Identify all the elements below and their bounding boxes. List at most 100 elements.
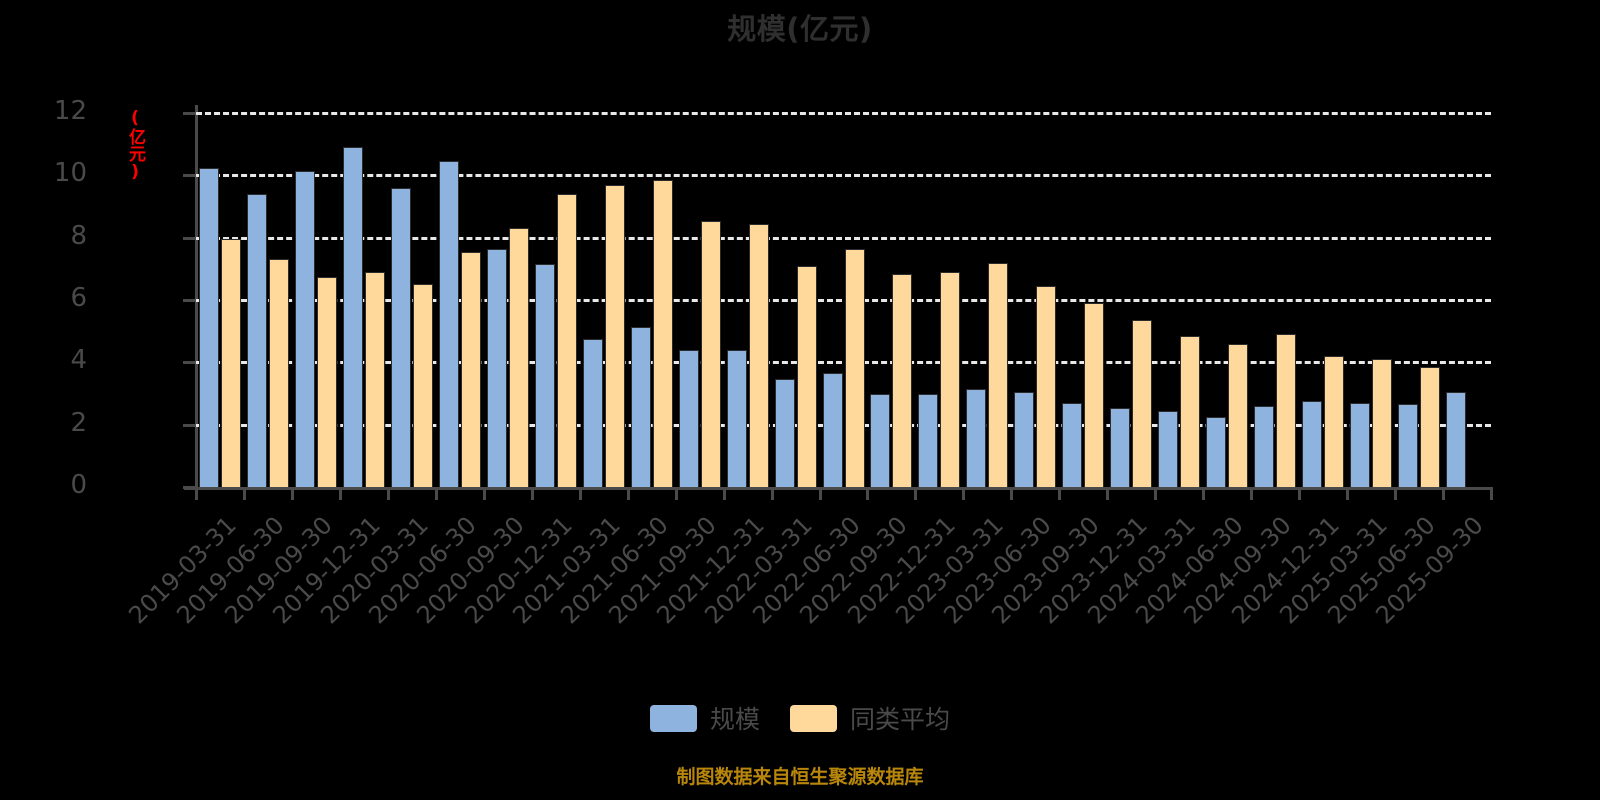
bar-group[interactable]	[1110, 113, 1153, 487]
gridline	[196, 174, 1491, 178]
page-title: 规模(亿元)	[727, 12, 873, 46]
footer-note: 制图数据来自恒生聚源数据库	[676, 766, 924, 788]
bar[interactable]	[940, 271, 961, 487]
bar[interactable]	[390, 187, 411, 487]
x-axis-tick-mark	[482, 487, 486, 500]
bar[interactable]	[294, 170, 315, 487]
bar[interactable]	[822, 373, 843, 487]
bar[interactable]	[1180, 335, 1201, 487]
bar-group[interactable]	[870, 113, 913, 487]
bar-group[interactable]	[1398, 113, 1441, 487]
bar-group[interactable]	[1062, 113, 1105, 487]
bar[interactable]	[486, 248, 507, 487]
bar[interactable]	[1110, 407, 1131, 487]
bar[interactable]	[748, 223, 769, 487]
bar-group[interactable]	[246, 113, 289, 487]
bar[interactable]	[1036, 285, 1057, 487]
bar[interactable]	[221, 239, 241, 487]
bar-group[interactable]	[342, 113, 385, 487]
bar[interactable]	[700, 220, 721, 487]
bar-group[interactable]	[774, 113, 817, 487]
bar[interactable]	[1350, 402, 1371, 487]
bar-group[interactable]	[390, 113, 433, 487]
bar[interactable]	[534, 264, 555, 487]
bar[interactable]	[1446, 391, 1467, 487]
y-axis-unit-label: (亿元)	[125, 108, 145, 182]
bar[interactable]	[678, 349, 699, 487]
bar-group[interactable]	[918, 113, 961, 487]
bar[interactable]	[1276, 334, 1297, 487]
legend-item[interactable]: 规模	[649, 700, 760, 736]
bar-group[interactable]	[438, 113, 481, 487]
bar-group[interactable]	[1254, 113, 1297, 487]
bar[interactable]	[1158, 410, 1179, 487]
bar[interactable]	[1206, 416, 1227, 487]
bar[interactable]	[652, 180, 673, 487]
bar-group[interactable]	[294, 113, 337, 487]
x-axis-tick-mark	[818, 487, 822, 500]
bar-group[interactable]	[1446, 113, 1488, 487]
legend-label: 同类平均	[850, 705, 951, 734]
bar[interactable]	[870, 393, 891, 487]
bar[interactable]	[1372, 359, 1393, 487]
bar[interactable]	[726, 349, 747, 487]
bar[interactable]	[364, 271, 385, 487]
bar[interactable]	[966, 388, 987, 487]
bar[interactable]	[342, 147, 363, 487]
bar[interactable]	[316, 276, 337, 487]
x-axis-tick-mark	[770, 487, 774, 500]
bar-group[interactable]	[582, 113, 625, 487]
y-axis-tick-mark	[183, 236, 196, 240]
bar[interactable]	[582, 338, 603, 487]
x-axis-tick-mark	[434, 487, 438, 500]
bar[interactable]	[630, 326, 651, 487]
bar[interactable]	[460, 251, 481, 487]
y-axis-tick-mark	[183, 174, 196, 178]
bar-group[interactable]	[1302, 113, 1345, 487]
bar[interactable]	[844, 248, 865, 487]
bar[interactable]	[796, 265, 817, 487]
bar-group[interactable]	[1014, 113, 1057, 487]
y-axis-tick-label: 8	[70, 220, 87, 251]
bar[interactable]	[438, 161, 459, 487]
bar[interactable]	[918, 393, 939, 487]
bar-group[interactable]	[726, 113, 769, 487]
bar-group[interactable]	[534, 113, 577, 487]
bar[interactable]	[268, 259, 289, 487]
bar[interactable]	[246, 194, 267, 487]
bar-group[interactable]	[678, 113, 721, 487]
y-axis-tick-label: 0	[70, 470, 87, 500]
bar-group[interactable]	[630, 113, 673, 487]
bar-group[interactable]	[486, 113, 529, 487]
bar[interactable]	[1398, 404, 1419, 487]
bar-group[interactable]	[199, 113, 241, 487]
bar[interactable]	[604, 184, 625, 487]
bar[interactable]	[1132, 320, 1153, 487]
bar[interactable]	[1228, 343, 1249, 487]
legend-item[interactable]: 同类平均	[790, 700, 950, 736]
x-axis-tick-mark	[1490, 487, 1493, 500]
bar[interactable]	[774, 379, 795, 487]
bar[interactable]	[1254, 405, 1275, 487]
bar[interactable]	[1420, 367, 1441, 487]
legend-swatch-icon	[790, 704, 837, 732]
bar[interactable]	[556, 194, 577, 487]
bar[interactable]	[1062, 402, 1083, 487]
bar[interactable]	[508, 228, 529, 487]
bar[interactable]	[1014, 391, 1035, 487]
bar-group[interactable]	[1350, 113, 1393, 487]
bar[interactable]	[199, 167, 219, 487]
x-axis-tick-mark	[386, 487, 390, 500]
bar-group[interactable]	[822, 113, 865, 487]
y-axis-tick-mark	[183, 112, 196, 115]
bar-group[interactable]	[1158, 113, 1201, 487]
bar-group[interactable]	[1206, 113, 1249, 487]
bar[interactable]	[1302, 401, 1323, 487]
bar-group[interactable]	[966, 113, 1009, 487]
y-axis-line	[195, 105, 198, 487]
bar[interactable]	[1084, 303, 1105, 487]
bar[interactable]	[1324, 356, 1345, 487]
bar[interactable]	[988, 262, 1009, 487]
bar[interactable]	[892, 273, 913, 487]
bar[interactable]	[412, 284, 433, 487]
